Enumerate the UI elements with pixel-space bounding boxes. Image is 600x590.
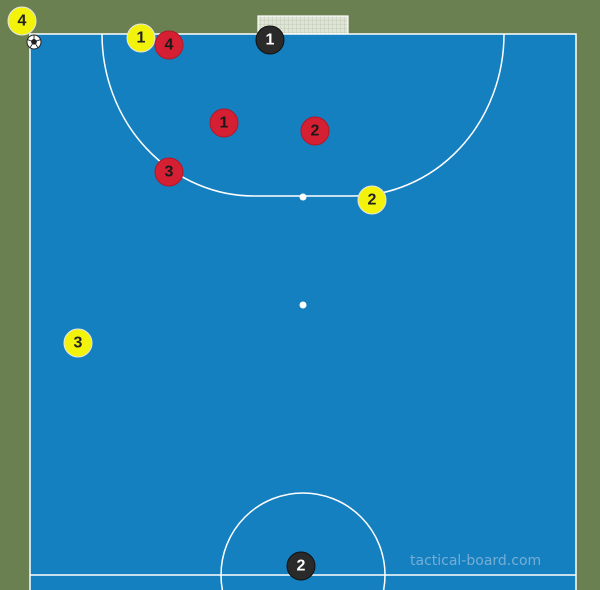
- red-player-2[interactable]: 2: [300, 116, 330, 146]
- yellow-player-label: 2: [368, 192, 377, 209]
- soccer-ball-icon[interactable]: [26, 34, 42, 50]
- black-player-label: 1: [266, 32, 275, 49]
- yellow-player-label: 1: [137, 30, 146, 47]
- red-player-4[interactable]: 4: [154, 30, 184, 60]
- red-player-label: 2: [311, 123, 320, 140]
- yellow-player-3[interactable]: 3: [63, 328, 93, 358]
- red-player-label: 1: [220, 115, 229, 132]
- red-player-1[interactable]: 1: [209, 108, 239, 138]
- watermark: tactical-board.com: [410, 553, 541, 569]
- penalty-spot: [299, 193, 307, 201]
- red-player-3[interactable]: 3: [154, 157, 184, 187]
- yellow-player-2[interactable]: 2: [357, 185, 387, 215]
- yellow-player-1[interactable]: 1: [126, 23, 156, 53]
- court-surface: [30, 34, 576, 590]
- center-circle: [220, 492, 386, 590]
- black-player-1[interactable]: 1: [255, 25, 285, 55]
- yellow-player-label: 3: [74, 335, 83, 352]
- red-player-label: 3: [165, 164, 174, 181]
- yellow-player-label: 4: [18, 13, 27, 30]
- yellow-player-4[interactable]: 4: [7, 6, 37, 36]
- red-player-label: 4: [165, 37, 174, 54]
- court-boundary: [29, 33, 577, 590]
- black-player-label: 2: [297, 558, 306, 575]
- black-player-2[interactable]: 2: [286, 551, 316, 581]
- goal-top: [257, 15, 349, 35]
- second-penalty-spot: [299, 301, 307, 309]
